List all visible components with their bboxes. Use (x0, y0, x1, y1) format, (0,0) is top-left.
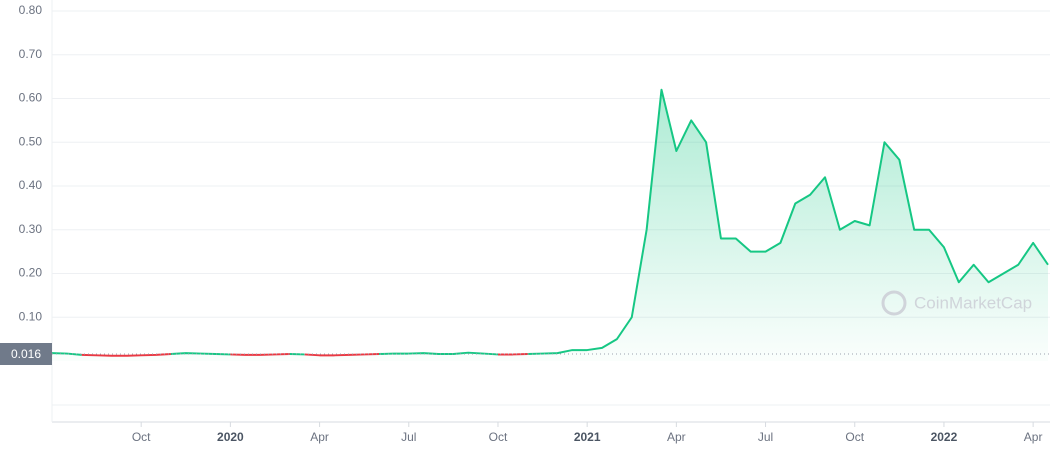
y-tick-label: 0.30 (19, 222, 43, 236)
x-tick-label: Oct (132, 430, 151, 444)
price-line (81, 353, 171, 357)
baseline-label: 0.016 (11, 347, 41, 361)
x-tick-label: Apr (1024, 430, 1043, 444)
baseline-label-box (0, 343, 52, 365)
x-tick-label: Jul (401, 430, 416, 444)
price-line (379, 351, 499, 356)
area (52, 89, 1048, 361)
y-tick-label: 0.50 (19, 134, 43, 148)
x-tick-label: Oct (845, 430, 864, 444)
y-tick-label: 0.70 (19, 47, 43, 61)
x-tick-label: Apr (310, 430, 329, 444)
y-tick-label: 0.40 (19, 178, 43, 192)
price-line (304, 353, 380, 357)
y-tick-label: 0.60 (19, 91, 43, 105)
x-tick-label: 2022 (931, 430, 958, 444)
x-tick-label: Jul (758, 430, 773, 444)
watermark-icon (881, 290, 907, 316)
watermark-text: CoinMarketCap (914, 293, 1032, 312)
y-tick-label: 0.80 (19, 3, 43, 17)
price-line (527, 88, 1049, 355)
price-line (230, 353, 290, 356)
y-tick-label: 0.20 (19, 266, 43, 280)
y-tick-label: 0.10 (19, 309, 43, 323)
watermark: CoinMarketCap (881, 290, 1032, 316)
x-tick-label: Oct (489, 430, 508, 444)
x-tick-label: Apr (667, 430, 686, 444)
x-tick-label: 2021 (574, 430, 601, 444)
x-tick-label: 2020 (217, 430, 244, 444)
